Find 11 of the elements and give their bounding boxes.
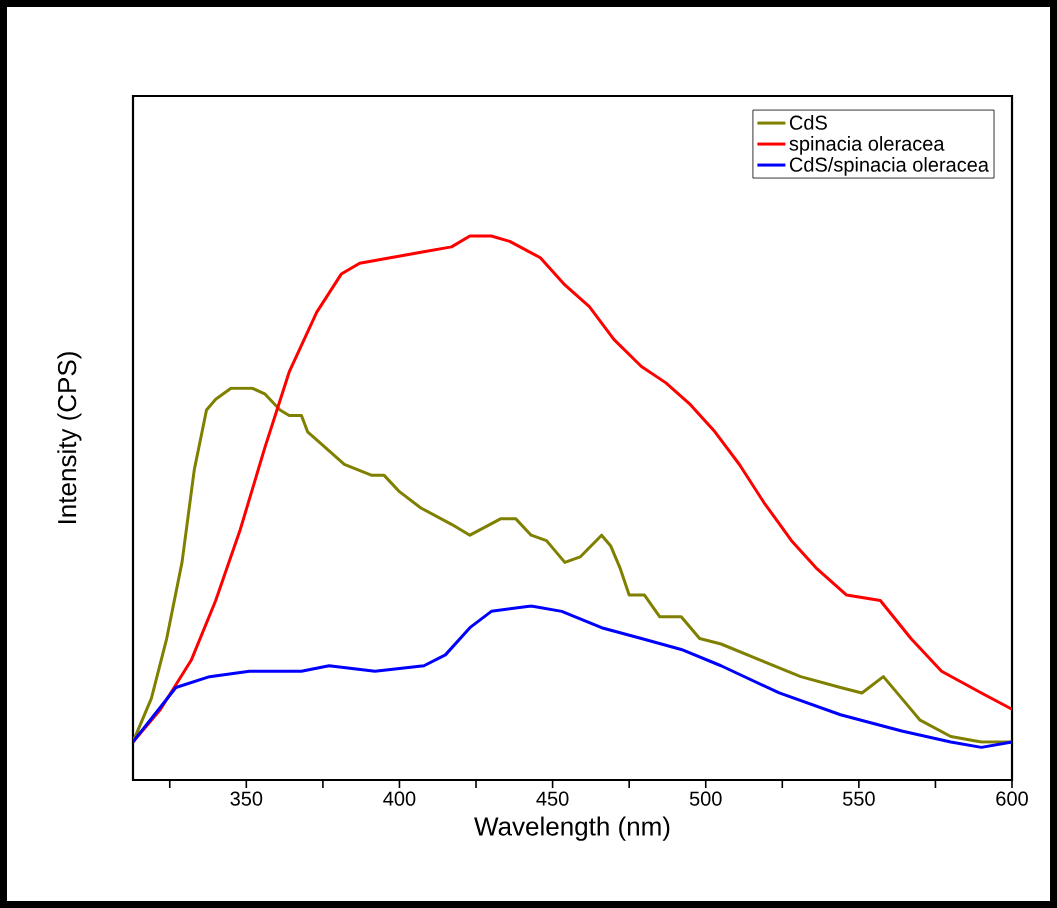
x-tick-label: 600 bbox=[996, 791, 1028, 806]
x-tick-label: 350 bbox=[230, 791, 263, 806]
legend-label: spinacia oleracea bbox=[789, 136, 945, 155]
y-axis-title: Intensity (CPS) bbox=[57, 352, 82, 524]
x-tick-label: 400 bbox=[383, 791, 416, 806]
x-tick-label: 500 bbox=[689, 791, 722, 806]
x-tick-label: 550 bbox=[842, 791, 875, 806]
legend-label: CdS bbox=[789, 115, 827, 130]
legend-label: CdS/spinacia oleracea bbox=[789, 157, 989, 176]
x-axis-title: Wavelength (nm) bbox=[474, 816, 670, 841]
x-tick-label: 450 bbox=[536, 791, 569, 806]
